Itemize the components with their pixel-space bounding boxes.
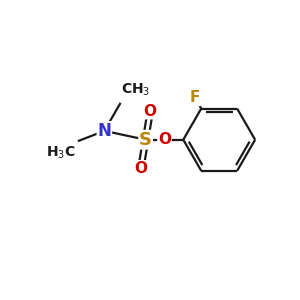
Text: F: F	[190, 90, 200, 105]
Text: H$_3$C: H$_3$C	[46, 145, 76, 161]
Text: O: O	[158, 132, 171, 147]
Text: O: O	[135, 161, 148, 176]
Text: N: N	[98, 122, 111, 140]
Text: S: S	[139, 131, 152, 149]
Text: CH$_3$: CH$_3$	[121, 81, 151, 98]
Text: O: O	[143, 103, 157, 118]
